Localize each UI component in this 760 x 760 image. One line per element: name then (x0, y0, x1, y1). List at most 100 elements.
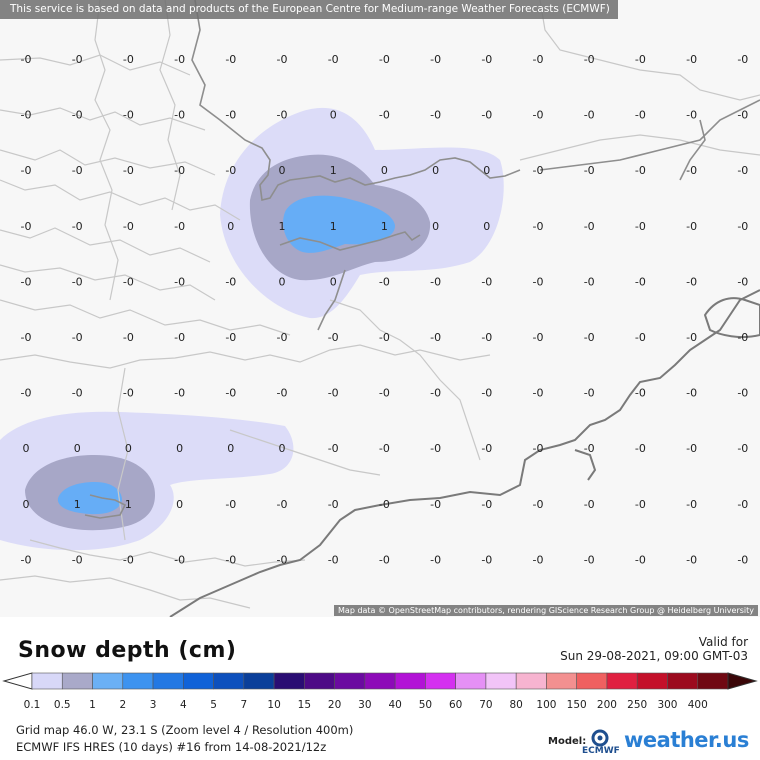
grid-value-label: -0 (328, 553, 339, 566)
grid-value-label: -0 (686, 275, 697, 288)
grid-value-label: -0 (686, 164, 697, 177)
grid-value-label: -0 (737, 275, 748, 288)
map-canvas: -0 -0 -0 -0 -0 -0 -0 -0 -0 -0 -0 -0 -0 -0 -0 -0 -0 -0 -0 -0… (0, 0, 760, 617)
grid-value-label: 0 (176, 442, 183, 455)
grid-value-label: 0 (23, 498, 30, 511)
grid-value-label: -0 (225, 275, 236, 288)
map-credits[interactable]: Map data © OpenStreetMap contributors, r… (334, 605, 758, 616)
color-scale-label: 70 (479, 699, 493, 711)
grid-value-label: -0 (277, 553, 288, 566)
grid-value-label: -0 (737, 442, 748, 455)
grid-value-label: -0 (430, 109, 441, 122)
grid-value-label: -0 (21, 53, 32, 66)
grid-value-label: -0 (225, 53, 236, 66)
color-scale-bar (2, 672, 758, 690)
grid-value-label: -0 (430, 275, 441, 288)
state-borders (0, 0, 760, 609)
grid-value-label: -0 (533, 53, 544, 66)
color-scale-segment (697, 672, 729, 690)
grid-value-label: -0 (481, 553, 492, 566)
grid-value-label: 0 (279, 442, 286, 455)
grid-value-label: -0 (533, 442, 544, 455)
grid-value-label: 0 (279, 275, 286, 288)
color-scale-label: 50 (418, 699, 433, 711)
grid-value-label: 1 (74, 498, 81, 511)
color-scale-segment (394, 672, 426, 690)
color-scale-label: 30 (358, 699, 372, 711)
grid-value-label: -0 (328, 442, 339, 455)
grid-value-label: -0 (225, 164, 236, 177)
grid-value-label: -0 (225, 387, 236, 400)
country-borders (84, 0, 760, 519)
grid-value-label: -0 (584, 53, 595, 66)
color-scale-label: 60 (448, 699, 463, 711)
grid-value-label: -0 (584, 220, 595, 233)
grid-value-label: 0 (483, 164, 490, 177)
grid-value-label: -0 (430, 498, 441, 511)
grid-value-label: 0 (279, 164, 286, 177)
grid-value-label: -0 (737, 553, 748, 566)
color-scale-label: 400 (687, 699, 708, 711)
color-scale-segments (31, 672, 729, 690)
grid-value-label: 0 (125, 442, 132, 455)
color-scale-label: 0.1 (23, 699, 41, 711)
color-scale-segment (606, 672, 638, 690)
model-info: ECMWF IFS HRES (10 days) #16 from 14-08-… (16, 740, 327, 754)
color-scale-segment (31, 672, 63, 690)
color-scale-label: 20 (327, 699, 342, 711)
grid-value-label: -0 (174, 331, 185, 344)
snow-depth-value-grid: -0 -0 -0 -0 -0 -0 -0 -0 -0 -0 -0 -0 -0 -0 -0 -0 -0 -0 -0 -0… (21, 53, 749, 566)
ecmwf-disclaimer: This service is based on data and produc… (0, 0, 618, 19)
grid-value-label: -0 (533, 164, 544, 177)
grid-value-label: -0 (174, 275, 185, 288)
color-scale-label: 80 (509, 699, 523, 711)
map-view[interactable]: -0 -0 -0 -0 -0 -0 -0 -0 -0 -0 -0 -0 -0 -0 -0 -0 -0 -0 -0 -0… (0, 0, 760, 617)
color-scale-label: 4 (179, 699, 187, 711)
grid-value-label: -0 (379, 442, 390, 455)
grid-value-label: -0 (737, 53, 748, 66)
grid-value-label: -0 (533, 275, 544, 288)
grid-value-label: -0 (430, 442, 441, 455)
grid-value-label: -0 (635, 220, 646, 233)
color-scale-segment (576, 672, 608, 690)
grid-value-label: 1 (279, 220, 286, 233)
grid-value-label: -0 (72, 164, 83, 177)
grid-info: Grid map 46.0 W, 23.1 S (Zoom level 4 / … (16, 723, 354, 737)
grid-value-label: -0 (277, 331, 288, 344)
grid-value-label: -0 (277, 109, 288, 122)
grid-value-label: -0 (379, 553, 390, 566)
color-scale-label: 150 (566, 699, 587, 711)
grid-value-label: -0 (174, 553, 185, 566)
valid-for-label: Valid for (698, 635, 748, 649)
grid-value-label: -0 (686, 220, 697, 233)
color-scale-label: 100 (536, 699, 557, 711)
grid-value-label: -0 (481, 331, 492, 344)
grid-value-label: -0 (737, 498, 748, 511)
grid-value-label: -0 (379, 275, 390, 288)
grid-value-label: -0 (686, 109, 697, 122)
grid-value-label: -0 (72, 553, 83, 566)
grid-value-label: -0 (277, 53, 288, 66)
grid-value-label: -0 (635, 109, 646, 122)
ecmwf-logo-icon (591, 729, 609, 747)
snow-field-south (0, 411, 294, 551)
color-scale-label: 2 (119, 699, 127, 711)
color-scale-label: 10 (267, 699, 281, 711)
color-scale-segment (364, 672, 396, 690)
grid-value-label: -0 (635, 553, 646, 566)
grid-value-label: -0 (430, 53, 441, 66)
grid-value-label: -0 (584, 553, 595, 566)
color-scale-label: 250 (627, 699, 648, 711)
grid-value-label: -0 (430, 387, 441, 400)
color-scale-label: 300 (657, 699, 678, 711)
grid-value-label: -0 (277, 387, 288, 400)
color-scale-segment (546, 672, 577, 690)
grid-value-label: 1 (330, 164, 337, 177)
grid-value-label: -0 (379, 53, 390, 66)
grid-value-label: 0 (330, 109, 337, 122)
weather-us-logo[interactable]: weather.us (624, 728, 749, 752)
grid-value-label: -0 (225, 498, 236, 511)
grid-value-label: -0 (584, 498, 595, 511)
grid-value-label: -0 (328, 498, 339, 511)
